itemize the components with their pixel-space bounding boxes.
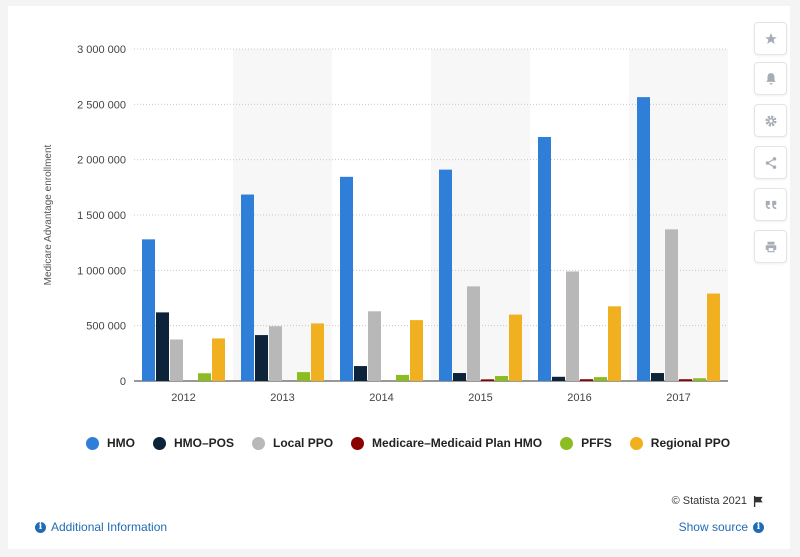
- copyright-text: © Statista 2021: [671, 495, 747, 507]
- bar-hmo-pos[interactable]: [453, 373, 466, 381]
- bell-icon: [765, 72, 776, 85]
- info-icon: i: [35, 521, 46, 533]
- gear-icon: [764, 114, 777, 127]
- cite-button[interactable]: [754, 188, 787, 221]
- bar-pffs[interactable]: [693, 378, 706, 381]
- x-tick-label: 2016: [567, 392, 591, 404]
- info-icon: i: [753, 521, 764, 533]
- y-tick-label: 1 000 000: [77, 265, 126, 277]
- y-tick-label: 2 500 000: [77, 99, 126, 111]
- share-icon: [765, 156, 776, 169]
- chart-legend: HMO HMO–POS Local PPO Medicare–Medicaid Pla…: [86, 434, 748, 452]
- bar-local-ppo[interactable]: [368, 311, 381, 381]
- bar-hmo[interactable]: [538, 136, 551, 381]
- y-tick-label: 500 000: [86, 321, 126, 333]
- bar-medicare-medicaid-plan-hmo[interactable]: [481, 379, 494, 381]
- bar-hmo[interactable]: [241, 194, 254, 381]
- legend-label: PFFS: [581, 436, 612, 450]
- legend-marker: [629, 436, 643, 450]
- y-tick-label: 3 000 000: [77, 44, 126, 56]
- bar-pffs[interactable]: [495, 376, 508, 381]
- legend-marker: [351, 436, 365, 450]
- settings-button[interactable]: [754, 104, 787, 137]
- bar-hmo-pos[interactable]: [651, 373, 664, 381]
- bar-local-ppo[interactable]: [566, 271, 579, 381]
- legend-label: Regional PPO: [650, 436, 731, 450]
- bar-pffs[interactable]: [396, 374, 409, 381]
- x-tick-label: 2012: [171, 392, 195, 404]
- star-icon: [764, 32, 777, 44]
- legend-marker: [252, 436, 266, 450]
- bar-hmo[interactable]: [439, 169, 452, 381]
- bar-hmo[interactable]: [340, 176, 353, 381]
- bar-regional-ppo[interactable]: [707, 293, 720, 381]
- x-tick-label: 2015: [468, 392, 492, 404]
- y-tick-label: 0: [120, 376, 126, 388]
- legend-item[interactable]: Regional PPO: [629, 436, 731, 450]
- legend-label: Local PPO: [273, 436, 334, 450]
- bar-medicare-medicaid-plan-hmo[interactable]: [580, 379, 593, 381]
- bar-hmo-pos[interactable]: [552, 376, 565, 381]
- print-button[interactable]: [754, 230, 787, 263]
- bar-hmo-pos[interactable]: [255, 335, 268, 381]
- y-axis-label: Medicare Advantage enrollment: [43, 144, 54, 285]
- favorite-button[interactable]: [754, 22, 787, 55]
- x-tick-label: 2014: [369, 392, 393, 404]
- legend-item[interactable]: Local PPO: [252, 436, 333, 450]
- legend-label: Medicare–Medicaid Plan HMO: [372, 436, 543, 450]
- bar-hmo-pos[interactable]: [156, 312, 169, 381]
- flag-icon[interactable]: [753, 495, 764, 507]
- bar-regional-ppo[interactable]: [608, 306, 621, 381]
- bar-hmo[interactable]: [637, 97, 650, 381]
- x-tick-label: 2017: [666, 392, 690, 404]
- bar-hmo-pos[interactable]: [354, 366, 367, 381]
- legend-item[interactable]: HMO–POS: [153, 436, 234, 450]
- bar-hmo[interactable]: [142, 239, 155, 381]
- legend-label: HMO–POS: [174, 436, 235, 450]
- y-tick-label: 2 000 000: [77, 155, 126, 167]
- share-button[interactable]: [754, 146, 787, 179]
- show-source-link[interactable]: Show source i: [679, 520, 764, 534]
- bar-local-ppo[interactable]: [665, 229, 678, 381]
- bar-pffs[interactable]: [198, 373, 211, 381]
- additional-information-link[interactable]: i Additional Information: [35, 520, 167, 534]
- quote-icon: [765, 200, 776, 209]
- legend-item[interactable]: HMO: [86, 436, 135, 450]
- bar-regional-ppo[interactable]: [212, 338, 225, 381]
- bar-pffs[interactable]: [297, 372, 310, 381]
- notification-button[interactable]: [754, 62, 787, 95]
- bar-local-ppo[interactable]: [467, 286, 480, 381]
- bar-regional-ppo[interactable]: [410, 320, 423, 381]
- bar-pffs[interactable]: [594, 377, 607, 381]
- additional-information-label: Additional Information: [51, 520, 168, 534]
- legend-item[interactable]: Medicare–Medicaid Plan HMO: [351, 436, 542, 450]
- copyright: © Statista 2021: [672, 495, 764, 507]
- legend-marker: [153, 436, 166, 450]
- bar-regional-ppo[interactable]: [509, 314, 522, 381]
- legend-marker: [560, 436, 574, 450]
- x-tick-label: 2013: [270, 392, 294, 404]
- bar-medicare-medicaid-plan-hmo[interactable]: [679, 379, 692, 381]
- chart-card: 0 500 000 1 000 000 1 500 000 2 000 000 2 500…: [8, 6, 790, 549]
- bar-regional-ppo[interactable]: [311, 323, 324, 381]
- legend-label: HMO: [107, 436, 135, 450]
- chart: 0 500 000 1 000 000 1 500 000 2 000 000 2 500…: [43, 44, 728, 404]
- legend-item[interactable]: PFFS: [560, 436, 612, 450]
- show-source-label: Show source: [678, 520, 748, 534]
- print-icon: [765, 241, 776, 252]
- legend-marker: [86, 436, 99, 450]
- bar-local-ppo[interactable]: [269, 326, 282, 381]
- y-tick-label: 1 500 000: [77, 210, 126, 222]
- bar-local-ppo[interactable]: [170, 339, 183, 382]
